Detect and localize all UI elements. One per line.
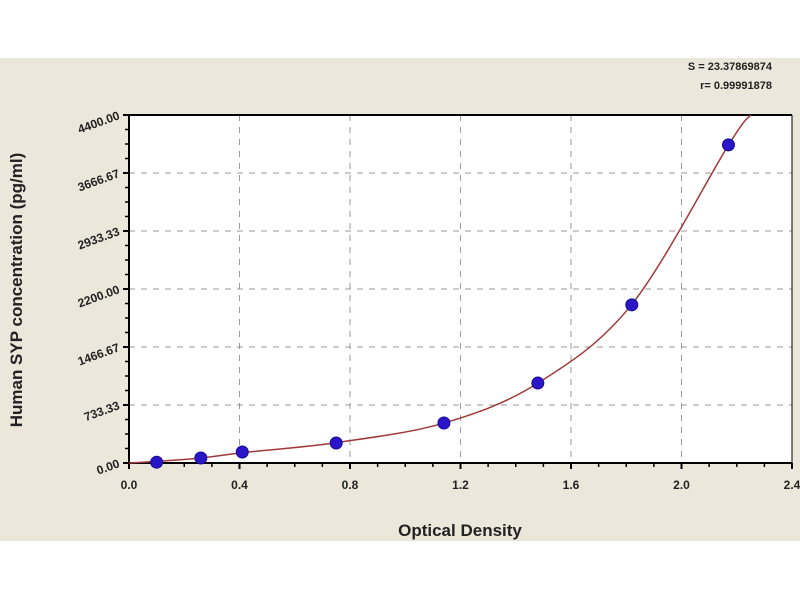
axes bbox=[123, 114, 793, 469]
x-tick-labels: 0.0 0.4 0.8 1.2 1.6 2.0 2.4 bbox=[121, 478, 800, 492]
y-axis-label: Human SYP concentration (pg/ml) bbox=[7, 153, 26, 428]
x-tick-label: 1.2 bbox=[452, 478, 469, 492]
stat-s: S = 23.37869874 bbox=[688, 61, 773, 73]
data-point bbox=[194, 451, 208, 465]
x-tick-label: 0.8 bbox=[342, 478, 359, 492]
x-tick-label: 2.4 bbox=[784, 478, 800, 492]
stat-r: r= 0.99991878 bbox=[700, 80, 772, 92]
gridlines bbox=[129, 115, 792, 463]
data-point bbox=[437, 416, 451, 430]
data-point bbox=[150, 455, 164, 469]
data-point bbox=[625, 298, 639, 312]
x-axis-label: Optical Density bbox=[398, 521, 522, 540]
x-tick-label: 0.4 bbox=[231, 478, 248, 492]
data-point bbox=[721, 138, 735, 152]
data-point bbox=[329, 436, 343, 450]
data-points bbox=[150, 138, 735, 469]
x-tick-label: 1.6 bbox=[563, 478, 580, 492]
data-point bbox=[235, 445, 249, 459]
data-point bbox=[531, 376, 545, 390]
x-tick-label: 2.0 bbox=[673, 478, 690, 492]
x-tick-label: 0.0 bbox=[121, 478, 138, 492]
